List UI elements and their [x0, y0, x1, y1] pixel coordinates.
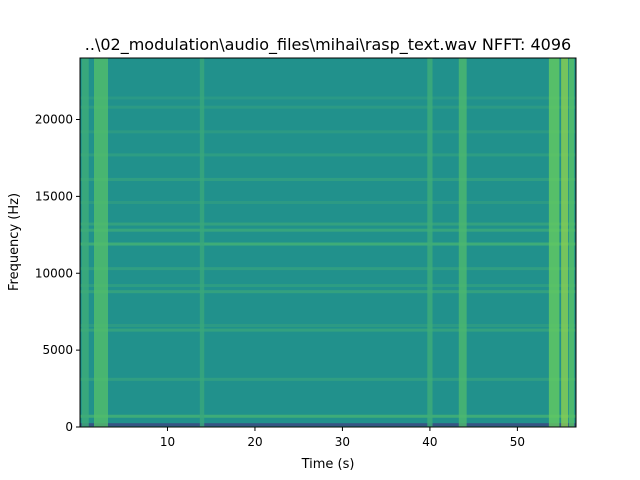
y-axis-label: Frequency (Hz)	[7, 193, 22, 291]
frequency-band	[80, 96, 576, 100]
frequency-band	[80, 222, 576, 226]
frequency-band	[80, 242, 576, 246]
x-axis-label: Time (s)	[301, 457, 355, 472]
time-event-band	[458, 58, 467, 427]
frequency-band	[80, 201, 576, 205]
frequency-band	[80, 284, 576, 288]
time-event-band	[427, 58, 433, 427]
y-tick-label: 0	[65, 420, 73, 434]
time-events	[81, 58, 575, 427]
frequency-band	[80, 153, 576, 157]
frequency-band	[80, 328, 576, 332]
spectrogram-background	[80, 58, 576, 427]
plot-frame	[79, 57, 577, 428]
x-axis-ticks: 10 20 30 40 50	[160, 427, 525, 449]
time-event-band	[199, 58, 205, 427]
frequency-band	[80, 324, 576, 328]
time-event-band	[548, 58, 560, 427]
frequency-band	[80, 130, 576, 134]
y-tick-label: 5000	[42, 343, 73, 357]
frequency-band	[80, 267, 576, 271]
y-tick-label: 10000	[35, 266, 73, 280]
y-axis-ticks: 0 5000 10000 15000 20000	[35, 113, 80, 434]
frequency-band	[80, 105, 576, 109]
frequency-band	[80, 377, 576, 381]
x-tick-label: 40	[422, 435, 437, 449]
time-event-band	[81, 58, 89, 427]
x-tick-label: 10	[160, 435, 175, 449]
time-event-band	[93, 58, 108, 427]
frequency-band	[80, 228, 576, 232]
frequency-bands	[80, 96, 576, 427]
y-tick-label: 20000	[35, 113, 73, 127]
time-event-band	[561, 58, 569, 427]
frequency-band	[80, 423, 576, 427]
frequency-band	[80, 290, 576, 294]
x-tick-label: 30	[335, 435, 350, 449]
plot-area	[80, 58, 576, 427]
time-event-band	[569, 58, 575, 427]
y-tick-label: 15000	[35, 189, 73, 203]
chart-title: ..\02_modulation\audio_files\mihai\rasp_…	[85, 35, 571, 55]
x-tick-label: 50	[510, 435, 525, 449]
frequency-band	[80, 414, 576, 418]
frequency-band	[80, 177, 576, 181]
x-tick-label: 20	[247, 435, 262, 449]
